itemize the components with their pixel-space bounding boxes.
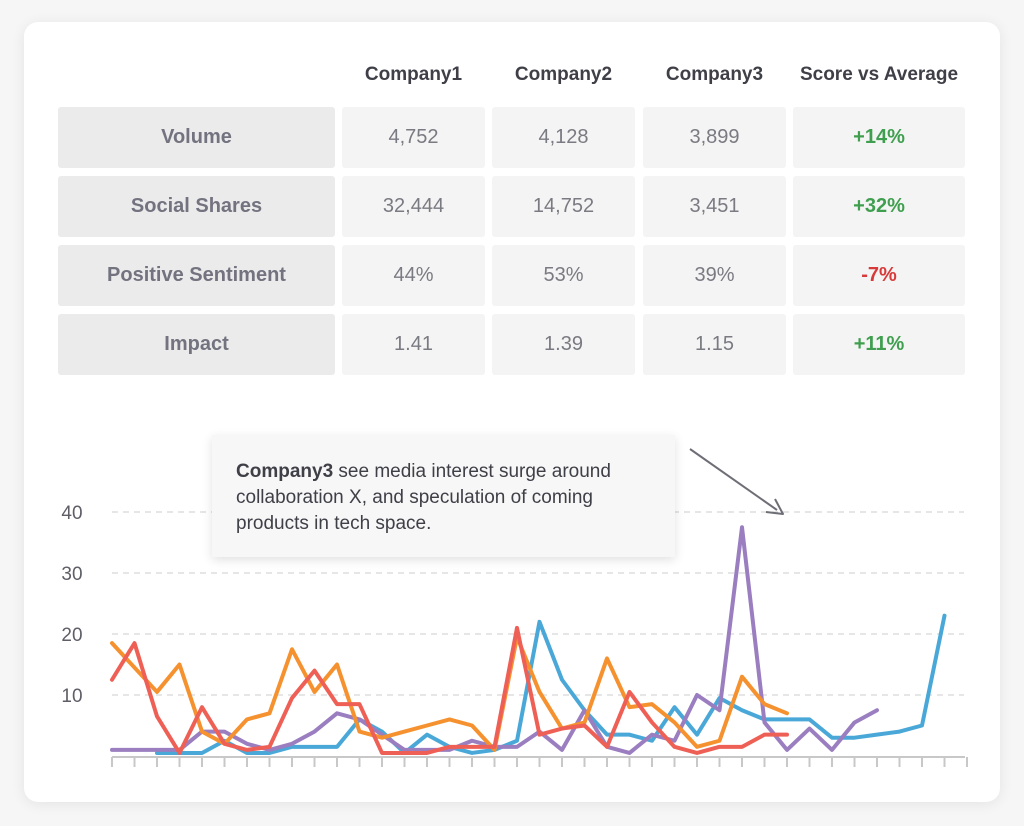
cell-value: 3,451: [643, 176, 786, 237]
row-label: Positive Sentiment: [58, 245, 335, 306]
score-badge: +11%: [793, 314, 965, 375]
y-tick-label: 40: [61, 503, 82, 524]
cell-value: 1.39: [492, 314, 635, 375]
cell-value: 32,444: [342, 176, 485, 237]
cell-value: 1.15: [643, 314, 786, 375]
callout-text: see media interest surge around collabor…: [236, 461, 611, 534]
y-tick-label: 30: [61, 564, 82, 585]
score-badge: -7%: [793, 245, 965, 306]
column-header-company1: Company1: [364, 64, 463, 85]
series-line-blue: [155, 613, 947, 755]
score-badge: +32%: [793, 176, 965, 237]
cell-value: 14,752: [492, 176, 635, 237]
callout-arrowhead: [765, 498, 784, 515]
series-line-red: [110, 625, 789, 755]
row-label: Impact: [58, 314, 335, 375]
cell-value: 44%: [342, 245, 485, 306]
cell-value: 4,128: [492, 107, 635, 168]
column-header-company2: Company2: [514, 64, 613, 85]
series-line-purple: [110, 525, 879, 755]
cell-value: 53%: [492, 245, 635, 306]
callout-company: Company3: [236, 461, 334, 482]
row-label: Social Shares: [58, 176, 335, 237]
column-header-company3: Company3: [665, 64, 764, 85]
cell-value: 4,752: [342, 107, 485, 168]
annotation-callout: Company3 see media interest surge around…: [212, 435, 675, 557]
cell-value: 39%: [643, 245, 786, 306]
y-tick-label: 10: [61, 686, 82, 707]
score-badge: +14%: [793, 107, 965, 168]
callout-arrow: [689, 448, 778, 511]
y-tick-label: 20: [61, 625, 82, 646]
column-header-score: Score vs Average: [799, 64, 959, 85]
cell-value: 3,899: [643, 107, 786, 168]
cell-value: 1.41: [342, 314, 485, 375]
row-label: Volume: [58, 107, 335, 168]
